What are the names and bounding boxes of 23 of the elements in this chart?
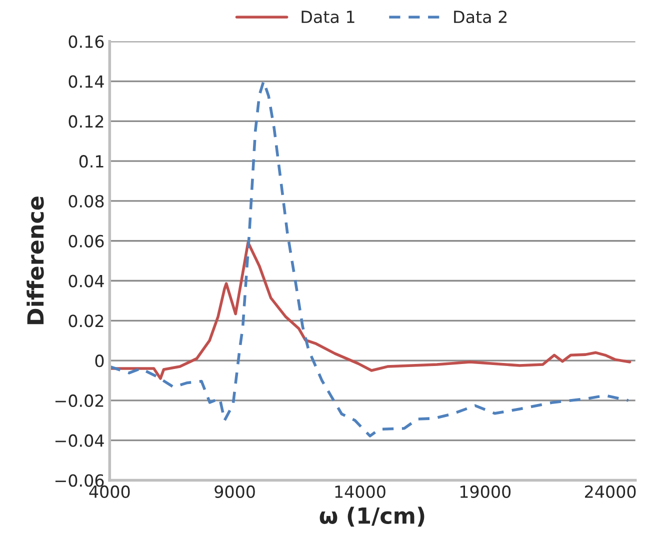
x-tick-label: 4000 [89, 485, 130, 498]
legend-label: Data 1 [302, 10, 354, 24]
line-series [110, 80, 630, 438]
y-tick-label: −0.04 [55, 434, 104, 447]
y-tick-label: −0.02 [55, 394, 104, 408]
x-tick-label: 14000 [335, 485, 386, 498]
x-tick-label: 19000 [460, 485, 511, 498]
y-axis-title: Difference [26, 196, 44, 324]
y-tick-label: 0.04 [68, 274, 104, 288]
y-tick-label: 0.12 [68, 115, 104, 128]
y-tick-label: 0 [95, 354, 104, 368]
y-tick-label: 0.1 [79, 155, 104, 168]
x-tick-label: 9000 [214, 485, 255, 498]
x-axis-title: ω (1/cm) [320, 506, 424, 527]
y-tick-label: 0.14 [68, 75, 104, 88]
line-series [110, 241, 632, 380]
y-tick-label: 0.08 [68, 194, 104, 208]
y-tick-label: 0.02 [68, 314, 104, 328]
y-tick-label: 0.06 [68, 234, 104, 248]
x-tick-label: 24000 [585, 485, 636, 498]
legend-label: Data 2 [454, 10, 507, 24]
y-tick-label: 0.16 [68, 35, 104, 48]
y-tick-label: −0.06 [55, 474, 104, 487]
